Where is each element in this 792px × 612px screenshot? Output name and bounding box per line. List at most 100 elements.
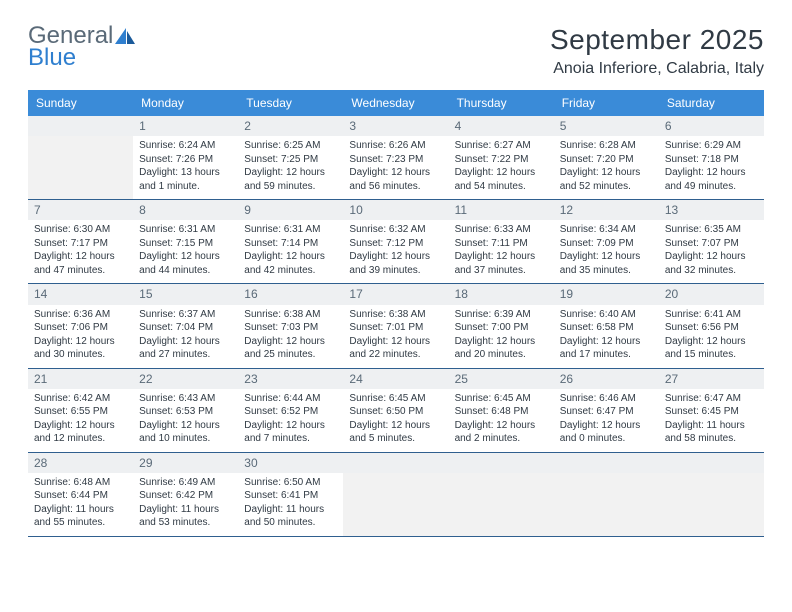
day-sunrise: Sunrise: 6:45 AM — [349, 392, 442, 406]
day-number: 19 — [554, 284, 659, 304]
day-number: 3 — [343, 116, 448, 136]
day-sunset: Sunset: 6:58 PM — [560, 321, 653, 335]
weekday-sun: Sunday — [28, 90, 133, 116]
empty-cell — [449, 453, 554, 537]
day-cell: 27Sunrise: 6:47 AMSunset: 6:45 PMDayligh… — [659, 369, 764, 453]
day-day2: and 58 minutes. — [665, 432, 758, 446]
day-cell: 11Sunrise: 6:33 AMSunset: 7:11 PMDayligh… — [449, 200, 554, 284]
weekday-sat: Saturday — [659, 90, 764, 116]
day-day1: Daylight: 11 hours — [34, 503, 127, 517]
day-sunset: Sunset: 7:22 PM — [455, 153, 548, 167]
day-day1: Daylight: 12 hours — [560, 250, 653, 264]
day-day1: Daylight: 12 hours — [455, 166, 548, 180]
day-number: 20 — [659, 284, 764, 304]
day-sunrise: Sunrise: 6:49 AM — [139, 476, 232, 490]
day-sunrise: Sunrise: 6:30 AM — [34, 223, 127, 237]
day-sunrise: Sunrise: 6:47 AM — [665, 392, 758, 406]
day-sunrise: Sunrise: 6:36 AM — [34, 308, 127, 322]
day-cell: 2Sunrise: 6:25 AMSunset: 7:25 PMDaylight… — [238, 116, 343, 200]
calendar-grid: 1Sunrise: 6:24 AMSunset: 7:26 PMDaylight… — [28, 116, 764, 537]
day-sunrise: Sunrise: 6:50 AM — [244, 476, 337, 490]
day-sunset: Sunset: 7:26 PM — [139, 153, 232, 167]
day-cell: 10Sunrise: 6:32 AMSunset: 7:12 PMDayligh… — [343, 200, 448, 284]
day-number: 8 — [133, 200, 238, 220]
day-cell: 5Sunrise: 6:28 AMSunset: 7:20 PMDaylight… — [554, 116, 659, 200]
day-sunset: Sunset: 7:11 PM — [455, 237, 548, 251]
day-cell: 19Sunrise: 6:40 AMSunset: 6:58 PMDayligh… — [554, 284, 659, 368]
day-day1: Daylight: 12 hours — [34, 419, 127, 433]
day-day1: Daylight: 12 hours — [665, 166, 758, 180]
day-sunset: Sunset: 6:45 PM — [665, 405, 758, 419]
day-day2: and 59 minutes. — [244, 180, 337, 194]
day-sunrise: Sunrise: 6:38 AM — [244, 308, 337, 322]
day-sunrise: Sunrise: 6:42 AM — [34, 392, 127, 406]
day-sunset: Sunset: 7:01 PM — [349, 321, 442, 335]
day-sunset: Sunset: 6:48 PM — [455, 405, 548, 419]
header: General Blue September 2025 Anoia Inferi… — [28, 24, 764, 78]
day-cell: 7Sunrise: 6:30 AMSunset: 7:17 PMDaylight… — [28, 200, 133, 284]
day-number: 27 — [659, 369, 764, 389]
day-day1: Daylight: 12 hours — [244, 250, 337, 264]
day-day1: Daylight: 12 hours — [455, 335, 548, 349]
day-day1: Daylight: 12 hours — [455, 419, 548, 433]
day-number: 29 — [133, 453, 238, 473]
day-day1: Daylight: 12 hours — [244, 335, 337, 349]
day-sunrise: Sunrise: 6:29 AM — [665, 139, 758, 153]
day-number: 5 — [554, 116, 659, 136]
day-day2: and 25 minutes. — [244, 348, 337, 362]
logo: General Blue — [28, 24, 137, 70]
day-sunset: Sunset: 7:25 PM — [244, 153, 337, 167]
day-cell: 6Sunrise: 6:29 AMSunset: 7:18 PMDaylight… — [659, 116, 764, 200]
day-cell: 12Sunrise: 6:34 AMSunset: 7:09 PMDayligh… — [554, 200, 659, 284]
day-day2: and 35 minutes. — [560, 264, 653, 278]
day-day2: and 27 minutes. — [139, 348, 232, 362]
day-sunset: Sunset: 7:06 PM — [34, 321, 127, 335]
day-number: 7 — [28, 200, 133, 220]
day-day2: and 55 minutes. — [34, 516, 127, 530]
day-cell: 18Sunrise: 6:39 AMSunset: 7:00 PMDayligh… — [449, 284, 554, 368]
day-number: 13 — [659, 200, 764, 220]
day-day2: and 32 minutes. — [665, 264, 758, 278]
logo-word2: Blue — [28, 46, 113, 70]
day-day1: Daylight: 12 hours — [560, 166, 653, 180]
day-cell: 25Sunrise: 6:45 AMSunset: 6:48 PMDayligh… — [449, 369, 554, 453]
day-day1: Daylight: 12 hours — [349, 419, 442, 433]
day-number: 14 — [28, 284, 133, 304]
day-day2: and 2 minutes. — [455, 432, 548, 446]
day-cell: 29Sunrise: 6:49 AMSunset: 6:42 PMDayligh… — [133, 453, 238, 537]
day-day2: and 0 minutes. — [560, 432, 653, 446]
day-sunrise: Sunrise: 6:37 AM — [139, 308, 232, 322]
logo-text: General Blue — [28, 24, 113, 70]
day-sunrise: Sunrise: 6:28 AM — [560, 139, 653, 153]
day-day2: and 15 minutes. — [665, 348, 758, 362]
day-number: 9 — [238, 200, 343, 220]
day-number: 15 — [133, 284, 238, 304]
day-sunset: Sunset: 6:50 PM — [349, 405, 442, 419]
day-number: 1 — [133, 116, 238, 136]
day-sunrise: Sunrise: 6:33 AM — [455, 223, 548, 237]
day-cell: 13Sunrise: 6:35 AMSunset: 7:07 PMDayligh… — [659, 200, 764, 284]
day-sunset: Sunset: 6:56 PM — [665, 321, 758, 335]
day-cell: 9Sunrise: 6:31 AMSunset: 7:14 PMDaylight… — [238, 200, 343, 284]
day-sunrise: Sunrise: 6:26 AM — [349, 139, 442, 153]
day-number: 24 — [343, 369, 448, 389]
day-sunrise: Sunrise: 6:43 AM — [139, 392, 232, 406]
day-cell: 1Sunrise: 6:24 AMSunset: 7:26 PMDaylight… — [133, 116, 238, 200]
day-day2: and 1 minute. — [139, 180, 232, 194]
day-cell: 16Sunrise: 6:38 AMSunset: 7:03 PMDayligh… — [238, 284, 343, 368]
day-cell: 30Sunrise: 6:50 AMSunset: 6:41 PMDayligh… — [238, 453, 343, 537]
sail-icon — [115, 28, 137, 51]
day-number: 17 — [343, 284, 448, 304]
day-sunrise: Sunrise: 6:45 AM — [455, 392, 548, 406]
day-sunrise: Sunrise: 6:35 AM — [665, 223, 758, 237]
day-sunrise: Sunrise: 6:46 AM — [560, 392, 653, 406]
day-day2: and 20 minutes. — [455, 348, 548, 362]
day-number: 2 — [238, 116, 343, 136]
day-day1: Daylight: 12 hours — [244, 419, 337, 433]
empty-cell — [28, 116, 133, 200]
day-sunrise: Sunrise: 6:31 AM — [139, 223, 232, 237]
day-day2: and 5 minutes. — [349, 432, 442, 446]
day-day2: and 47 minutes. — [34, 264, 127, 278]
day-day1: Daylight: 12 hours — [665, 335, 758, 349]
day-cell: 28Sunrise: 6:48 AMSunset: 6:44 PMDayligh… — [28, 453, 133, 537]
